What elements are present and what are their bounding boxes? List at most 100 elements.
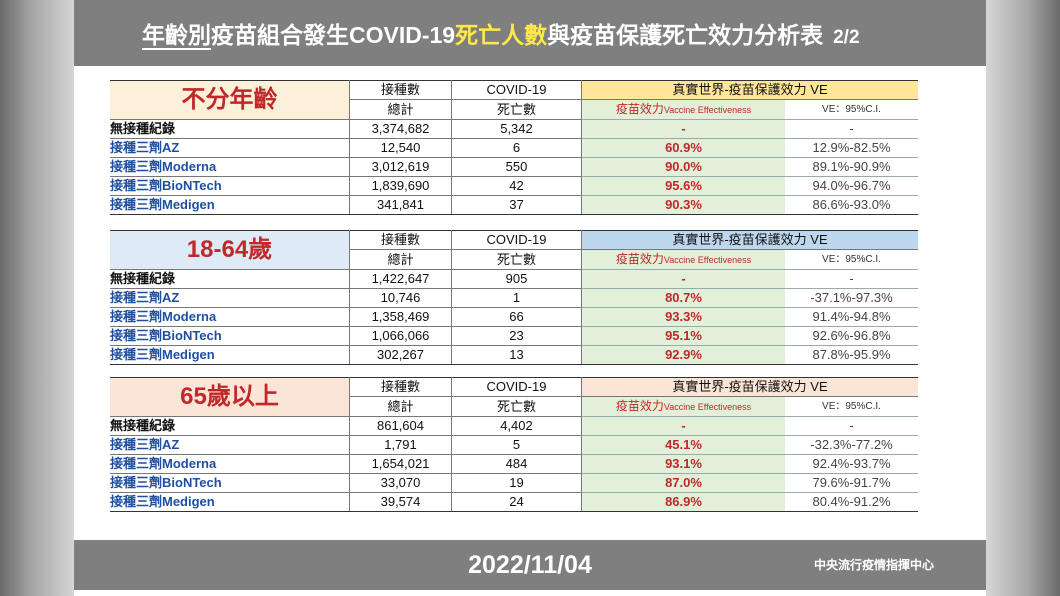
header-count: 接種數: [349, 80, 452, 100]
row-ci: 12.9%-82.5%: [785, 138, 918, 158]
header-total: 總計: [349, 99, 452, 120]
row-count: 302,267: [349, 345, 452, 365]
table-row: 無接種紀錄 861,604 4,402- -: [110, 416, 918, 436]
row-count: 1,791: [349, 435, 452, 455]
row-ci: 87.8%-95.9%: [785, 345, 918, 365]
age-group-label: 不分年齡: [110, 80, 350, 120]
row-count: 39,574: [349, 492, 452, 512]
header-deaths: 死亡數: [451, 99, 582, 120]
row-deaths: 5: [451, 435, 582, 455]
row-deaths: 905: [451, 269, 582, 289]
row-ve: 45.1%: [581, 435, 785, 455]
table-row: 接種三劑AZ 1,791 5 45.1% -32.3%-77.2%: [110, 435, 918, 455]
table-row: 接種三劑Moderna 3,012,619 550 90.0% 89.1%-90.9%: [110, 157, 918, 177]
table-age-18-64: 18-64歲 接種數 COVID-19 真實世界-疫苗保護效力 VE 總計 死亡…: [110, 230, 918, 365]
row-count: 3,012,619: [349, 157, 452, 177]
slide: 年齡別疫苗組合發生COVID-19死亡人數與疫苗保護死亡效力分析表 2/2 不分年…: [74, 0, 986, 596]
right-frame-shadow: [986, 0, 1060, 596]
table-all-ages: 不分年齡 接種數 COVID-19 真實世界-疫苗保護效力 VE 總計 死亡數 …: [110, 80, 918, 215]
header-ve: 疫苗效力Vaccine Effectiveness: [581, 396, 785, 417]
row-ve: 86.9%: [581, 492, 785, 512]
row-label: 接種三劑Medigen: [110, 195, 350, 215]
row-count: 33,070: [349, 473, 452, 493]
title-bar: 年齡別疫苗組合發生COVID-19死亡人數與疫苗保護死亡效力分析表 2/2: [74, 0, 986, 66]
row-count: 1,422,647: [349, 269, 452, 289]
footer-organization: 中央流行疫情指揮中心: [813, 558, 934, 572]
header-count: 接種數: [349, 377, 452, 397]
table-row: 無接種紀錄 1,422,647 905- -: [110, 269, 918, 289]
header-ve-title: 真實世界-疫苗保護效力 VE: [581, 377, 918, 397]
row-deaths: 42: [451, 176, 582, 196]
row-ve: 90.0%: [581, 157, 785, 177]
row-deaths: 6: [451, 138, 582, 158]
row-ve: 95.1%: [581, 326, 785, 346]
row-deaths: 19: [451, 473, 582, 493]
title-mid1: 疫苗組合發生COVID-19: [211, 22, 456, 48]
row-ci: 91.4%-94.8%: [785, 307, 918, 327]
row-label: 無接種紀錄: [110, 119, 350, 139]
row-ci: 92.6%-96.8%: [785, 326, 918, 346]
page-title: 年齡別疫苗組合發生COVID-19死亡人數與疫苗保護死亡效力分析表 2/2: [142, 18, 982, 52]
row-label: 接種三劑Moderna: [110, 307, 350, 327]
row-count: 3,374,682: [349, 119, 452, 139]
row-ve: 87.0%: [581, 473, 785, 493]
page-number: 2/2: [833, 27, 860, 48]
header-ci: VE：95%C.I.: [785, 396, 918, 417]
table-row: 接種三劑AZ 12,540 6 60.9% 12.9%-82.5%: [110, 138, 918, 158]
age-group-label: 18-64歲: [110, 230, 350, 270]
table-row: 接種三劑AZ 10,746 1 80.7% -37.1%-97.3%: [110, 288, 918, 308]
table-header-row: 18-64歲 接種數 COVID-19 真實世界-疫苗保護效力 VE: [110, 230, 918, 270]
table-subheader-row: 總計 死亡數 疫苗效力Vaccine Effectiveness VE：95%C…: [110, 249, 918, 270]
row-deaths: 24: [451, 492, 582, 512]
table-row: 接種三劑BioNTech 1,066,066 23 95.1% 92.6%-96.8%: [110, 326, 918, 346]
row-label: 接種三劑AZ: [110, 138, 350, 158]
header-ve-label-en: Vaccine Effectiveness: [663, 255, 752, 265]
header-ci: VE：95%C.I.: [785, 249, 918, 270]
row-ci: -: [785, 269, 918, 289]
row-deaths: 550: [451, 157, 582, 177]
row-ci: -37.1%-97.3%: [785, 288, 918, 308]
footer-date: 2022/11/04: [468, 551, 592, 579]
title-highlight: 死亡人數: [455, 22, 548, 48]
table-age-65-plus: 65歲以上 接種數 COVID-19 真實世界-疫苗保護效力 VE 總計 死亡數…: [110, 377, 918, 512]
row-deaths: 37: [451, 195, 582, 215]
row-ci: -: [785, 416, 918, 436]
row-label: 無接種紀錄: [110, 269, 350, 289]
header-ve-label-en: Vaccine Effectiveness: [663, 402, 752, 412]
header-deaths: 死亡數: [451, 396, 582, 417]
table-row: 接種三劑Medigen 302,267 13 92.9% 87.8%-95.9%: [110, 345, 918, 365]
row-count: 12,540: [349, 138, 452, 158]
row-label: 接種三劑Medigen: [110, 345, 350, 365]
row-deaths: 23: [451, 326, 582, 346]
row-ve: -: [581, 119, 785, 139]
row-label: 接種三劑Medigen: [110, 492, 350, 512]
row-ci: -: [785, 119, 918, 139]
row-count: 10,746: [349, 288, 452, 308]
table-row: 接種三劑Medigen 39,574 24 86.9% 80.4%-91.2%: [110, 492, 918, 512]
row-label: 接種三劑BioNTech: [110, 473, 350, 493]
table-header-row: 不分年齡 接種數 COVID-19 真實世界-疫苗保護效力 VE: [110, 80, 918, 120]
header-total: 總計: [349, 396, 452, 417]
row-ve: -: [581, 416, 785, 436]
header-ve-label-en: Vaccine Effectiveness: [663, 105, 752, 115]
header-total: 總計: [349, 249, 452, 270]
row-label: 接種三劑BioNTech: [110, 326, 350, 346]
row-deaths: 1: [451, 288, 582, 308]
row-ve: -: [581, 269, 785, 289]
row-deaths: 66: [451, 307, 582, 327]
row-deaths: 4,402: [451, 416, 582, 436]
header-covid: COVID-19: [451, 80, 582, 100]
row-label: 接種三劑Moderna: [110, 454, 350, 474]
title-mid2: 與疫苗保護死亡效力分析表: [547, 22, 824, 48]
row-ve: 93.3%: [581, 307, 785, 327]
row-ve: 92.9%: [581, 345, 785, 365]
row-ci: 92.4%-93.7%: [785, 454, 918, 474]
row-count: 1,654,021: [349, 454, 452, 474]
table-row: 接種三劑Moderna 1,654,021 484 93.1% 92.4%-93.7%: [110, 454, 918, 474]
header-ve-title: 真實世界-疫苗保護效力 VE: [581, 80, 918, 100]
header-count: 接種數: [349, 230, 452, 250]
title-prefix: 年齡別: [142, 22, 211, 50]
row-ci: 86.6%-93.0%: [785, 195, 918, 215]
header-ve-label: 疫苗效力: [615, 399, 664, 413]
row-ve: 80.7%: [581, 288, 785, 308]
